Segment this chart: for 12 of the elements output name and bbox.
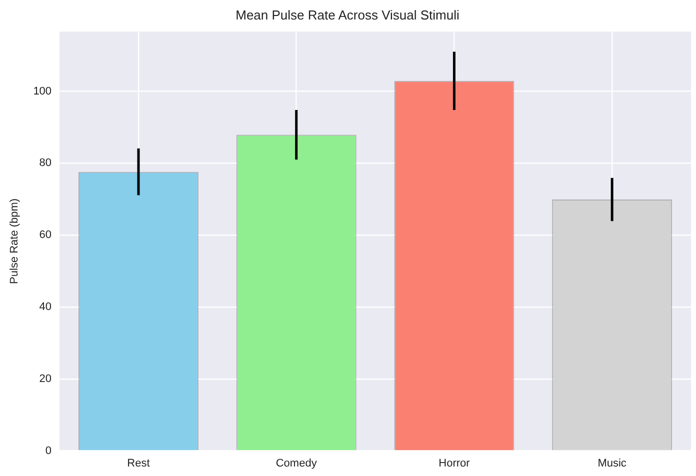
x-tick-label: Comedy [276,457,318,470]
y-tick-label: 20 [39,372,52,385]
y-tick-label: 60 [39,229,52,242]
y-tick-label: 40 [39,301,52,314]
y-tick-label: 80 [39,157,52,170]
x-tick-label: Rest [127,457,150,470]
x-tick-label: Horror [438,457,470,470]
x-tick-label: Music [598,457,627,470]
y-tick-label: 100 [33,85,52,98]
y-tick-label: 0 [45,444,52,457]
y-axis-title: Pulse Rate (bpm) [8,198,21,284]
chart-title: Mean Pulse Rate Across Visual Stimuli [236,7,460,22]
